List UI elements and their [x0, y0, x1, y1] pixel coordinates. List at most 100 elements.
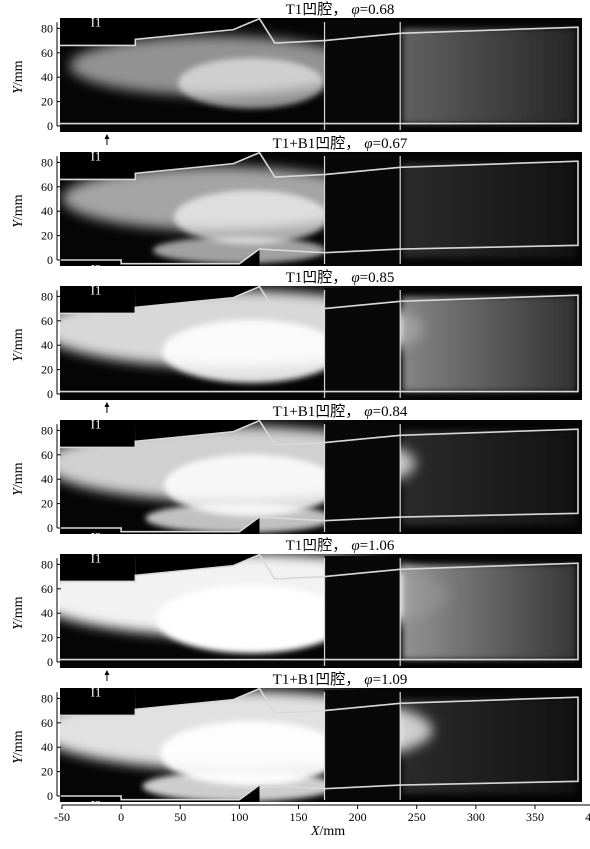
y-axis: 80 60 40 20 0 Y/mm	[11, 155, 61, 267]
y-tick-label: 80	[41, 21, 53, 35]
y-tick-label: 60	[41, 582, 53, 596]
y-tick-label: 20	[41, 497, 53, 511]
y-tick-label: 40	[41, 204, 53, 218]
y-tick-label: 40	[41, 338, 53, 352]
y-tick-label: 60	[41, 314, 53, 328]
y-tick-label: 80	[41, 557, 53, 571]
y-tick-label: 20	[41, 95, 53, 109]
panel-title-config: T1+B1凹腔，	[273, 403, 361, 420]
window-frame	[324, 690, 401, 800]
panel-title-phi-value: =0.85	[360, 270, 395, 286]
panel-title-phi-symbol: φ	[351, 270, 359, 286]
window-dashed-wall	[324, 434, 401, 444]
injection-arrow-head	[104, 402, 110, 407]
y-axis-label: Y/mm	[11, 60, 26, 94]
combustor-outline	[60, 285, 579, 393]
x-tick-label: 250	[408, 810, 426, 824]
y-tick-label: 0	[47, 521, 53, 535]
y-tick-label: 40	[41, 70, 53, 84]
y-axis-label: Y/mm	[11, 194, 26, 228]
wall-masks	[60, 18, 260, 46]
y-tick-label: 80	[41, 691, 53, 705]
x-tick-label: 350	[526, 810, 544, 824]
y-axis-label: Y/mm	[11, 730, 26, 764]
y-axis: 80 60 40 20 0 Y/mm	[11, 289, 61, 401]
x-axis: -50 0 50 100 150 200 250 300 350 400 X/mm	[54, 804, 590, 839]
window-frame	[324, 288, 401, 398]
panel-title: T1凹腔， φ=1.06	[286, 537, 395, 554]
window-dashed-wall	[324, 166, 401, 176]
inlet-label-i1: I1	[91, 550, 102, 565]
y-tick-label: 40	[41, 606, 53, 620]
injection-arrow-head	[104, 670, 110, 675]
window-dashed-wall	[324, 702, 401, 712]
y-tick-label: 80	[41, 155, 53, 169]
window-dashed-wall	[324, 32, 401, 42]
y-axis: 80 60 40 20 0 Y/mm	[11, 557, 61, 669]
y-tick-label: 80	[41, 289, 53, 303]
y-tick-label: 40	[41, 472, 53, 486]
x-tick-label: 400	[585, 810, 590, 824]
x-tick-label: 0	[118, 810, 124, 824]
panel-title-phi-symbol: φ	[351, 538, 359, 554]
panel-4: T1+B1凹腔， φ=0.84 I1 I2 80 60 40 20 0 Y/mm	[11, 403, 582, 544]
panel-title: T1凹腔， φ=0.68	[286, 1, 395, 18]
wall-masks	[60, 554, 260, 582]
combustor-outline	[60, 687, 579, 801]
panel-title-phi-symbol: φ	[351, 2, 359, 18]
y-tick-label: 60	[41, 46, 53, 60]
inlet-label-i1: I1	[91, 148, 102, 163]
panel-title: T1+B1凹腔， φ=0.84	[273, 403, 408, 420]
panel-5: T1凹腔， φ=1.06 I1 80 60 40 20 0 Y/mm	[11, 537, 582, 681]
inlet-label-i1: I1	[91, 282, 102, 297]
flame-luminosity	[69, 28, 576, 124]
inlet-label-i1: I1	[91, 14, 102, 29]
x-axis-label: X/mm	[310, 824, 345, 839]
combustor-outline	[60, 17, 579, 125]
injection-arrow-head	[104, 134, 110, 139]
combustor-outline	[60, 419, 579, 533]
y-axis: 80 60 40 20 0 Y/mm	[11, 21, 61, 133]
y-tick-label: 20	[41, 229, 53, 243]
panel-title-config: T1凹腔，	[286, 1, 348, 18]
panel-title-phi-value: =1.06	[360, 538, 395, 554]
window-frame	[324, 20, 401, 130]
wall-masks	[60, 286, 260, 314]
panel-title-phi-value: =0.84	[373, 404, 408, 420]
y-tick-label: 60	[41, 716, 53, 730]
y-axis-label: Y/mm	[11, 462, 26, 496]
panel-title: T1+B1凹腔， φ=1.09	[273, 671, 408, 688]
panel-title: T1凹腔， φ=0.85	[286, 269, 395, 286]
inlet-label-i2: I2	[91, 261, 102, 276]
y-tick-label: 40	[41, 740, 53, 754]
x-tick-label: 50	[174, 810, 186, 824]
x-tick-label: -50	[54, 810, 70, 824]
y-tick-label: 0	[47, 387, 53, 401]
panel-title-phi-value: =1.09	[373, 672, 408, 688]
y-tick-label: 20	[41, 363, 53, 377]
flame-luminosity	[62, 162, 576, 264]
y-tick-label: 0	[47, 253, 53, 267]
y-tick-label: 60	[41, 448, 53, 462]
y-tick-label: 20	[41, 631, 53, 645]
panel-title-phi-symbol: φ	[364, 672, 372, 688]
panel-title-config: T1+B1凹腔，	[273, 135, 361, 152]
combustor-outline	[60, 151, 579, 265]
y-axis-label: Y/mm	[11, 328, 26, 362]
window-frame	[324, 154, 401, 264]
panel-title-config: T1凹腔，	[286, 537, 348, 554]
wall-masks	[60, 688, 260, 802]
x-tick-label: 150	[290, 810, 308, 824]
panel-3: T1凹腔， φ=0.85 I1 80 60 40 20 0 Y/mm	[11, 269, 582, 413]
y-axis-label: Y/mm	[11, 596, 26, 630]
y-axis: 80 60 40 20 0 Y/mm	[11, 423, 61, 535]
panel-title-config: T1凹腔，	[286, 269, 348, 286]
window-frame	[324, 422, 401, 532]
x-tick-label: 200	[349, 810, 367, 824]
inlet-label-i2: I2	[91, 529, 102, 544]
window-dashed-wall	[324, 568, 401, 578]
